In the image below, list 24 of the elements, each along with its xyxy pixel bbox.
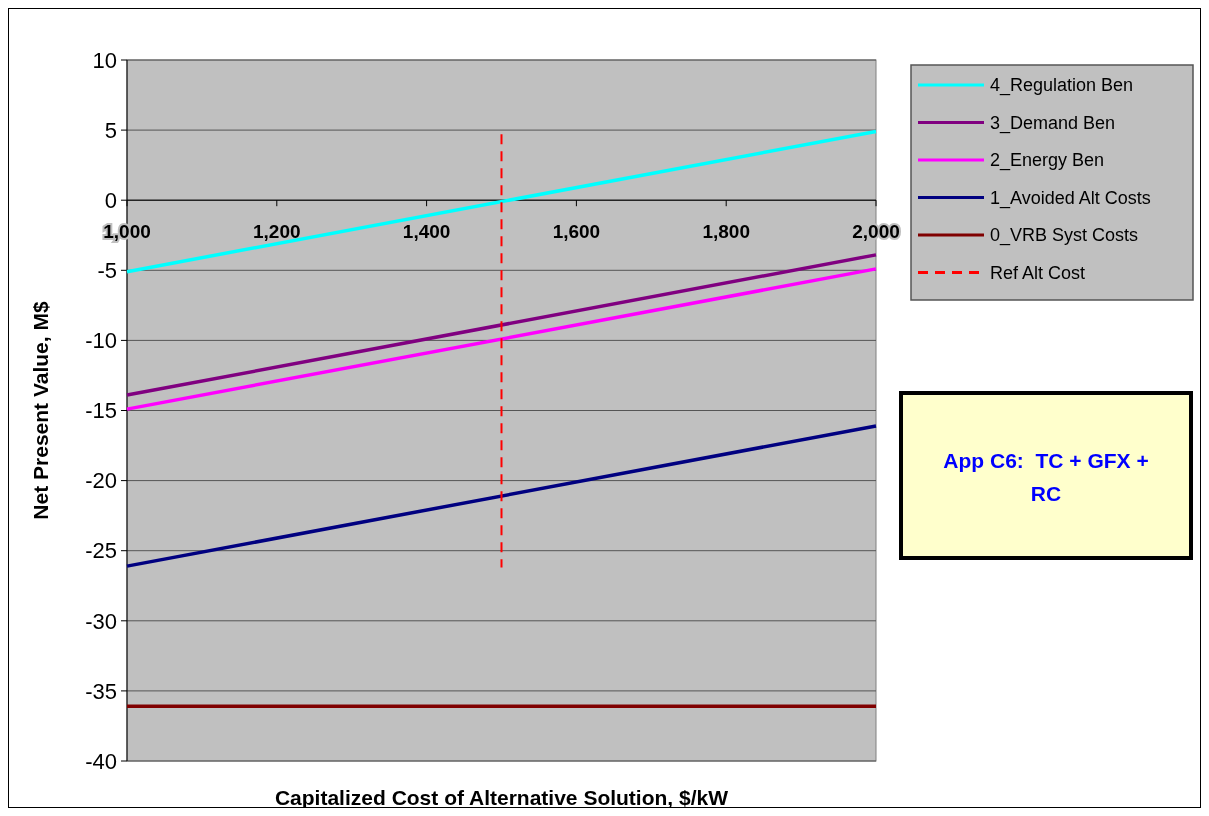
y-tick-label: -35: [85, 678, 117, 704]
x-tick-label: 1,200: [253, 221, 301, 243]
y-tick-label: -40: [85, 748, 117, 774]
y-axis-title: Net Present Value, M$: [29, 301, 52, 520]
legend-label: 1_Avoided Alt Costs: [990, 187, 1151, 209]
y-tick-label: -10: [85, 328, 117, 354]
y-tick-label: -15: [85, 398, 117, 424]
x-tick-label: 1,600: [552, 221, 601, 243]
y-tick-label: 5: [104, 117, 117, 143]
y-tick-label: -5: [97, 258, 117, 283]
x-tick-label: 2,000: [852, 221, 900, 243]
y-tick-label: 10: [92, 47, 117, 73]
x-tick-label: 1,800: [702, 221, 750, 243]
y-tick-label: -30: [85, 608, 117, 634]
y-tick-label: -25: [85, 538, 117, 564]
x-tick-label: 1,400: [402, 221, 451, 243]
text: App C6: TC + GFX + RC: [943, 449, 1149, 505]
y-tick-label: 0: [104, 187, 117, 213]
legend-label: 2_Energy Ben: [990, 150, 1105, 172]
legend-label: 4_Regulation Ben: [990, 75, 1134, 97]
legend-label: Ref Alt Cost: [990, 262, 1086, 283]
y-tick-label: -20: [85, 468, 117, 494]
legend-label: 3_Demand Ben: [990, 112, 1116, 134]
legend-label: 0_VRB Syst Costs: [990, 225, 1139, 247]
